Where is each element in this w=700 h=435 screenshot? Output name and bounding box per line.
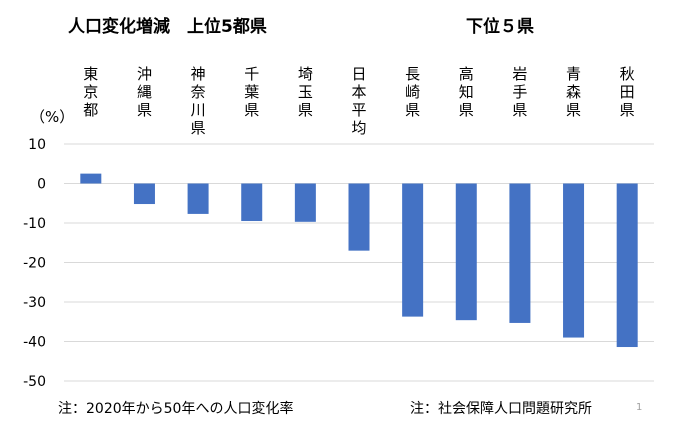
- category-label: 日本平均: [351, 65, 366, 137]
- category-label: 埼玉県: [298, 65, 313, 119]
- category-label: 東京都: [83, 65, 98, 119]
- bar-7: [455, 183, 477, 321]
- y-tick-label: 10: [28, 137, 46, 153]
- category-label: 千葉県: [244, 65, 259, 119]
- bar-9: [563, 183, 585, 338]
- bar-4: [294, 183, 316, 222]
- bar-3: [241, 183, 263, 222]
- category-label: 岩手県: [512, 65, 527, 119]
- bar-5: [348, 183, 370, 251]
- y-tick-label: -20: [23, 256, 46, 272]
- chart-title-bottom5: 下位５県: [466, 17, 534, 37]
- category-label: 高知県: [459, 65, 474, 119]
- grid-lines: [64, 143, 654, 382]
- bar-2: [187, 183, 209, 214]
- category-label: 秋田県: [620, 65, 635, 119]
- y-axis-unit: （%）: [30, 108, 75, 126]
- footnote-period: 注：2020年から50年への人口変化率: [58, 401, 294, 417]
- category-label: 長崎県: [405, 65, 420, 119]
- y-tick-label: -10: [23, 216, 46, 232]
- category-label: 沖縄県: [137, 65, 152, 119]
- y-tick-label: 0: [37, 177, 46, 193]
- bar-1: [133, 183, 155, 205]
- footnote-source: 注：社会保障人口問題研究所: [410, 401, 592, 417]
- y-tick-label: -50: [23, 374, 46, 390]
- page-number: 1: [636, 402, 643, 413]
- bar-10: [616, 183, 638, 348]
- bar-8: [509, 183, 531, 323]
- bar-6: [402, 183, 424, 317]
- bar-0: [80, 173, 102, 184]
- y-tick-label: -40: [23, 335, 46, 351]
- bars: [80, 173, 638, 348]
- y-tick-label: -30: [23, 295, 46, 311]
- chart-title-top5: 人口変化増減 上位5都県: [68, 17, 267, 37]
- category-label: 神奈川県: [191, 65, 206, 137]
- y-tick-labels: 10 0 -10 -20 -30 -40 -50: [23, 137, 46, 390]
- category-label: 青森県: [566, 65, 581, 119]
- category-labels: 東京都 沖縄県 神奈川県 千葉県 埼玉県 日本平均 長崎県 高知県 岩手県 青森県 秋田県: [83, 65, 634, 137]
